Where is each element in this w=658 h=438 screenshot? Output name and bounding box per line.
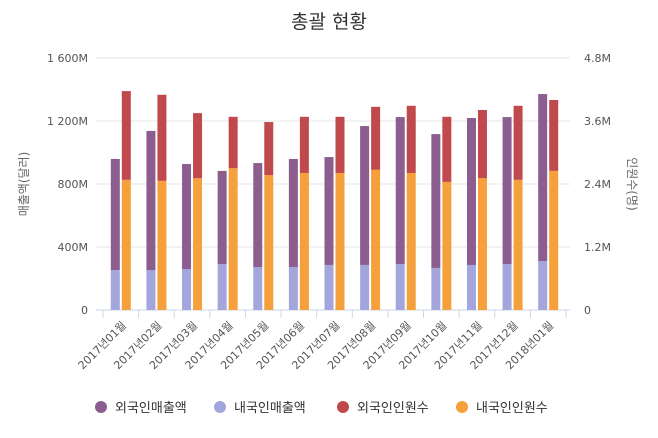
legend-item[interactable]: 내국인인원수 [456,401,548,416]
bar-domestic-sales [217,264,227,310]
bar-foreign-sales [538,94,548,262]
bar-foreign-sales [146,130,156,270]
bar-domestic-people [157,180,167,310]
bar-domestic-sales [538,261,548,310]
bar-foreign-people [549,100,559,171]
legend-marker-icon [95,401,107,413]
bar-foreign-sales [431,134,441,268]
y-tick-left: 1 200M [47,115,88,128]
bar-foreign-people [513,105,523,180]
bar-domestic-sales [466,264,476,310]
bar-domestic-people [264,175,274,310]
bar-foreign-people [442,116,452,182]
bar-domestic-people [228,168,238,310]
y-tick-left: 1 600M [47,52,88,65]
bar-foreign-sales [360,126,370,265]
bar-foreign-people [299,116,309,173]
legend-label: 외국인인원수 [357,401,429,416]
bar-foreign-people [477,109,487,179]
legend-label: 외국인매출액 [115,401,187,416]
chart-title: 총괄 현황 [291,11,367,33]
bar-domestic-sales [395,264,405,310]
bar-domestic-people [121,179,131,310]
bar-domestic-sales [431,267,441,310]
bar-foreign-sales [466,118,476,265]
y-tick-left: 0 [81,304,88,317]
bar-domestic-people [406,172,416,310]
y-tick-right: 4.8M [584,52,611,65]
y-tick-left: 400M [58,241,89,254]
bar-foreign-sales [288,158,298,268]
bar-foreign-people [406,105,416,173]
legend-label: 내국인매출액 [234,401,306,416]
legend-item[interactable]: 외국인매출액 [95,401,187,416]
bar-domestic-people [442,181,452,310]
bar-domestic-sales [502,264,512,310]
bar-foreign-people [121,91,131,180]
bar-domestic-sales [288,267,298,310]
bar-foreign-sales [502,117,512,265]
legend-marker-icon [214,401,226,413]
y-tick-left: 800M [58,178,89,191]
bar-domestic-people [193,178,203,310]
bar-domestic-sales [182,269,192,310]
bar-domestic-people [299,172,309,310]
bar-foreign-sales [324,157,334,265]
bar-foreign-sales [217,170,227,265]
bar-domestic-sales [253,267,263,310]
bar-domestic-people [513,179,523,310]
bar-foreign-people [157,94,167,181]
bar-foreign-people [371,106,381,170]
bar-foreign-sales [395,117,405,265]
legend-item[interactable]: 외국인인원수 [337,401,429,416]
bar-domestic-sales [146,269,156,310]
bar-foreign-people [228,116,238,169]
bar-foreign-sales [182,163,192,270]
bar-domestic-sales [324,264,334,310]
y-tick-right: 2.4M [584,178,611,191]
y-tick-right: 3.6M [584,115,611,128]
bar-foreign-sales [110,158,120,270]
bar-domestic-people [371,169,381,310]
y-axis-right-label: 인원수(명) [625,157,639,211]
bar-foreign-sales [253,163,263,268]
y-axis-left-label: 매출액(달러) [17,152,31,217]
bar-foreign-people [193,113,203,179]
bar-domestic-sales [360,264,370,310]
legend-marker-icon [337,401,349,413]
bar-foreign-people [335,116,345,173]
legend-item[interactable]: 내국인매출액 [214,401,306,416]
y-tick-right: 1.2M [584,241,611,254]
legend-label: 내국인인원수 [476,401,548,416]
bar-domestic-people [335,172,345,310]
bar-domestic-people [549,170,559,310]
bar-domestic-sales [110,269,120,310]
y-tick-right: 0 [584,304,591,317]
bar-domestic-people [477,178,487,310]
legend-marker-icon [456,401,468,413]
bar-foreign-people [264,122,274,176]
